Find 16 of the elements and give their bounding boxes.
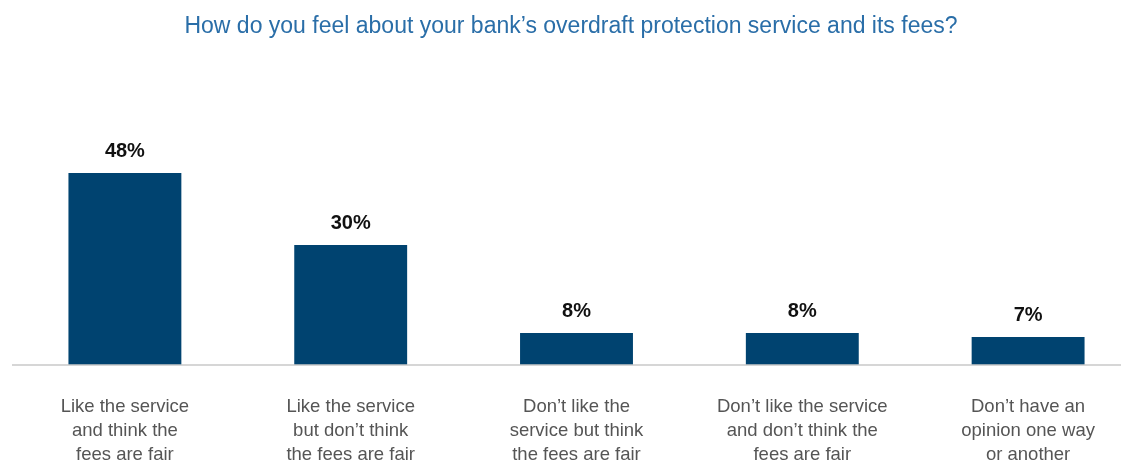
x-tick-label: Like the service but don’t think the fees are fair	[286, 395, 415, 462]
bar	[520, 333, 633, 365]
bar	[971, 337, 1085, 365]
data-label: 48%	[104, 139, 146, 161]
data-label: 7%	[1013, 303, 1043, 325]
bar	[294, 245, 408, 365]
data-label: 8%	[787, 299, 817, 321]
bar	[745, 333, 859, 365]
x-tick-label: Don’t like the service and don’t think the fees are fair	[716, 395, 888, 462]
x-tick-label: Don’t like the service but think the fees are fair	[509, 395, 645, 462]
bar	[68, 173, 182, 365]
data-label: 8%	[562, 299, 592, 321]
x-tick-label: Like the service and think the fees are fair	[60, 395, 190, 462]
data-label: 30%	[330, 211, 371, 233]
x-tick-label: Don’t have an opinion one way or another	[961, 395, 1096, 462]
chart-title: How do you feel about your bank’s overdraft protection service and its fees?	[184, 12, 958, 38]
